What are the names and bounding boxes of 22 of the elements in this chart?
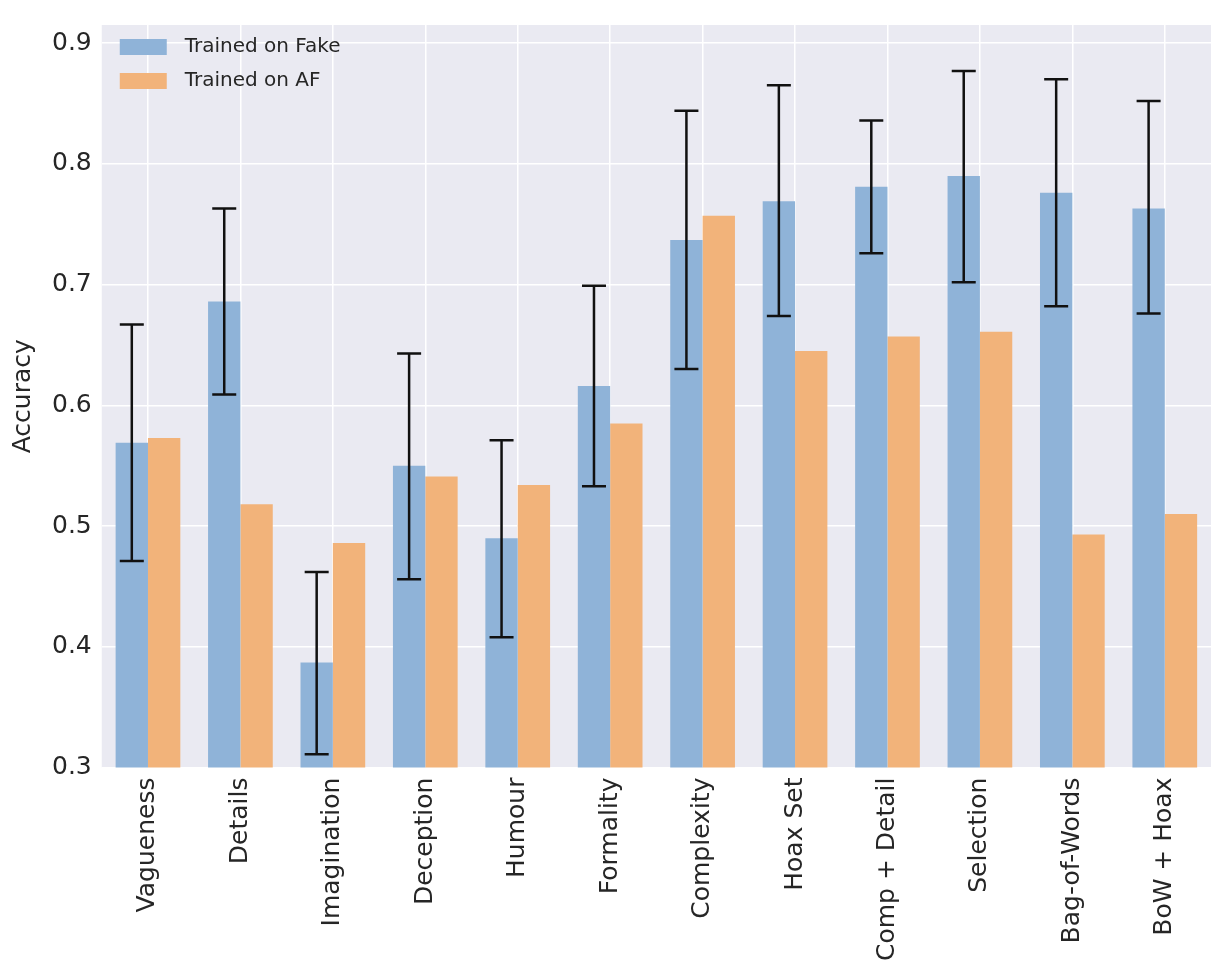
x-tick-label: Details bbox=[223, 777, 253, 865]
x-tick-label: Comp + Detail bbox=[870, 777, 900, 962]
x-tick-label: Bag-of-Words bbox=[1055, 777, 1085, 944]
y-tick-label: 0.3 bbox=[51, 751, 92, 781]
y-tick-label: 0.7 bbox=[51, 268, 92, 298]
y-tick-label: 0.4 bbox=[51, 630, 92, 660]
x-tick-label: Hoax Set bbox=[778, 777, 808, 891]
x-tick-label: Formality bbox=[593, 777, 623, 895]
y-tick-label: 0.9 bbox=[51, 26, 92, 56]
legend-label: Trained on Fake bbox=[183, 33, 341, 58]
x-tick-label: Humour bbox=[501, 776, 531, 878]
x-tick-label: BoW + Hoax bbox=[1148, 777, 1178, 936]
x-tick-label: Selection bbox=[963, 777, 993, 893]
y-axis-title: Accuracy bbox=[6, 339, 36, 454]
x-tick-label: Deception bbox=[408, 777, 438, 906]
x-tick-label: Vagueness bbox=[131, 777, 161, 913]
x-tick-label: Complexity bbox=[686, 777, 716, 919]
legend-label: Trained on AF bbox=[183, 67, 321, 92]
y-tick-label: 0.5 bbox=[51, 509, 92, 539]
y-tick-label: 0.8 bbox=[51, 147, 92, 177]
x-tick-label: Imagination bbox=[316, 777, 346, 927]
y-tick-label: 0.6 bbox=[51, 388, 92, 418]
